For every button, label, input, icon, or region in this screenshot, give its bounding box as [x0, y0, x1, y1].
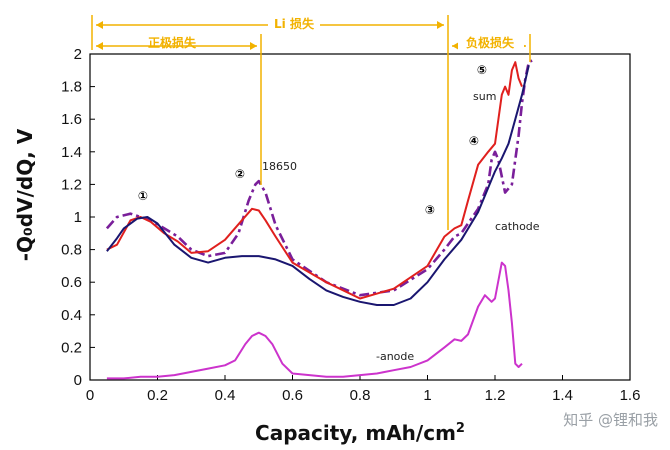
y-axis-title: -Q₀dV/dQ, V	[13, 128, 37, 261]
x-axis-title: Capacity, mAh/cm2	[255, 421, 465, 445]
y-tick-label: 2	[74, 46, 82, 63]
anode-loss-label: 负极损失	[466, 35, 515, 50]
marker-1: ①	[138, 189, 148, 203]
x-tick-label: 1	[423, 387, 431, 404]
y-tick-label: 1.8	[61, 79, 82, 96]
y-axis-ticks: 0 0.2 0.4 0.6 0.8 1 1.2 1.4 1.6 1.8 2	[61, 46, 95, 389]
series-group	[105, 59, 533, 380]
marker-2: ②	[235, 167, 245, 181]
li-loss-arrowhead-left	[96, 21, 103, 29]
y-tick-label: 1	[74, 209, 82, 226]
x-tick-label: 1.4	[552, 387, 573, 404]
label-18650: 18650	[262, 160, 297, 173]
y-tick-label: 1.4	[61, 144, 82, 161]
y-tick-label: 1.2	[61, 176, 82, 193]
x-tick-label: 0.6	[282, 387, 303, 404]
series-line-sum	[106, 61, 523, 300]
y-tick-label: 0.4	[61, 307, 82, 324]
series-line-18650	[105, 59, 533, 297]
x-tick-label: 0.2	[147, 387, 168, 404]
y-tick-label: 0.8	[61, 242, 82, 259]
li-loss-label-bg	[268, 14, 320, 32]
x-tick-label: 0.4	[215, 387, 236, 404]
series-line-cathode	[106, 65, 530, 306]
label-anode: -anode	[376, 350, 414, 363]
x-tick-label: 0.8	[350, 387, 371, 404]
y-tick-label: 0.2	[61, 339, 82, 356]
x-axis-title-superscript: 2	[456, 421, 465, 436]
x-tick-label: 1.2	[485, 387, 506, 404]
cathode-loss-arrowhead-left	[96, 42, 103, 50]
marker-4: ④	[469, 134, 479, 148]
x-tick-label: 0	[86, 387, 94, 404]
label-cathode: cathode	[495, 220, 540, 233]
watermark: 知乎 @锂和我	[563, 411, 658, 429]
li-loss-arrowhead-right	[437, 21, 444, 29]
marker-3: ③	[425, 203, 435, 217]
plot-frame	[89, 53, 631, 381]
label-sum: sum	[473, 90, 496, 103]
x-axis-ticks: 0 0.2 0.4 0.6 0.8 1 1.2 1.4 1.6	[86, 375, 641, 404]
y-tick-label: 0.6	[61, 274, 82, 291]
cathode-loss-label: 正极损失	[148, 35, 197, 50]
series-line-anode	[106, 261, 523, 380]
y-tick-label: 0	[74, 372, 82, 389]
li-loss-label: Li 损失	[274, 16, 315, 31]
anode-loss-arrowhead-left	[452, 42, 459, 50]
anode-loss-label-bg	[458, 34, 524, 50]
x-tick-label: 1.6	[620, 387, 641, 404]
y-tick-label: 1.6	[61, 111, 82, 128]
cathode-loss-arrowhead-right	[250, 42, 257, 50]
marker-5: ⑤	[477, 63, 487, 77]
